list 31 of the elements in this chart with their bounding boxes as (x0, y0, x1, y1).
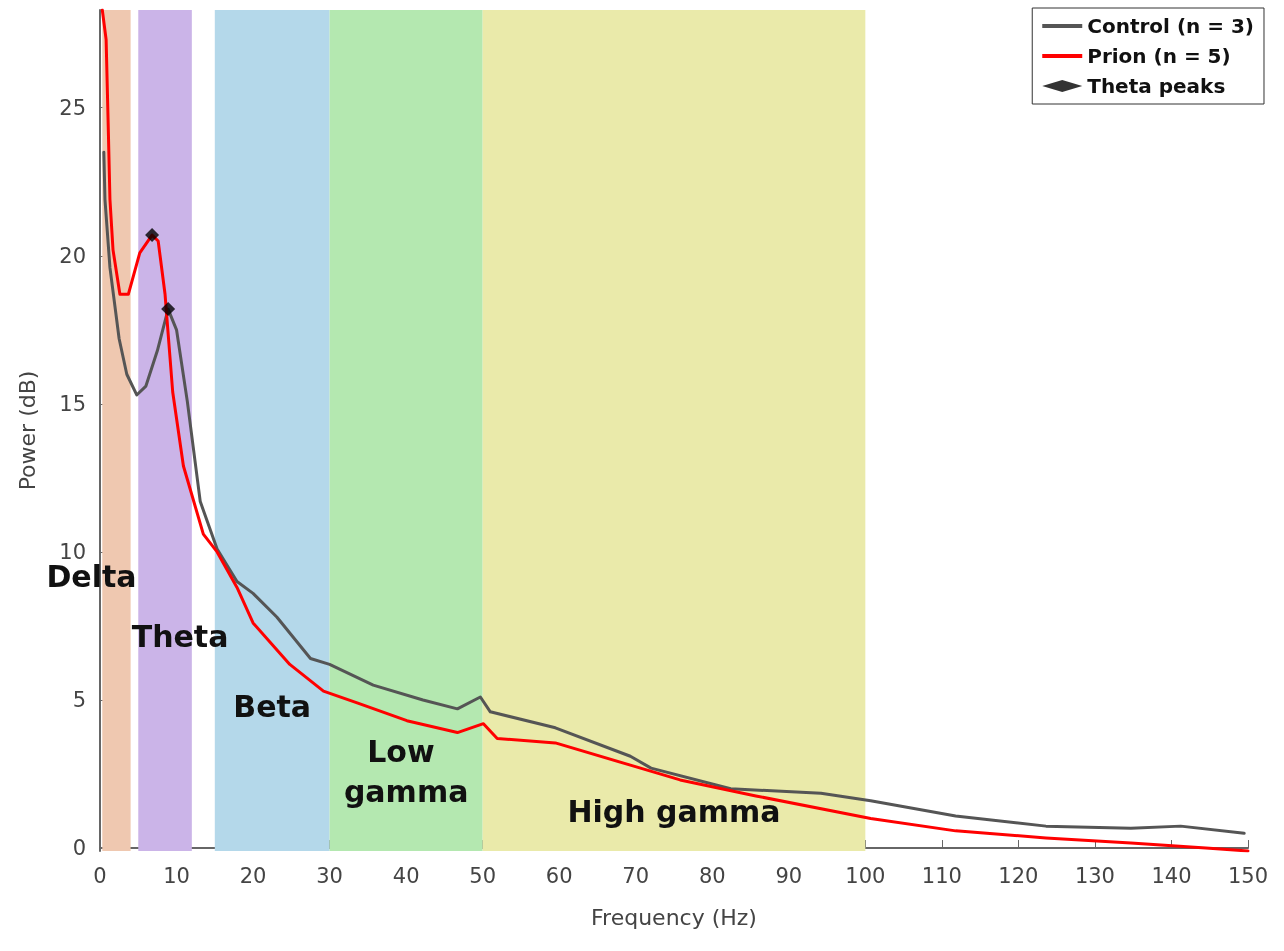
x-tick-label: 150 (1227, 863, 1269, 888)
y-tick-label: 20 (59, 243, 86, 268)
x-tick-label: 20 (239, 863, 267, 888)
legend-label: Theta peaks (1087, 74, 1226, 98)
y-axis-title: Power (dB) (14, 370, 40, 491)
y-tick-label: 5 (72, 687, 86, 712)
legend-label: Prion (n = 5) (1087, 44, 1231, 68)
x-tick-label: 0 (93, 863, 107, 888)
x-axis-title: Frequency (Hz) (591, 904, 757, 930)
x-tick-label: 40 (392, 863, 420, 888)
x-tick-label: 50 (469, 863, 497, 888)
band-label: High gamma (567, 793, 781, 829)
x-tick-label: 110 (921, 863, 962, 888)
y-tick-label: 10 (59, 539, 86, 564)
x-tick-label: 90 (775, 863, 803, 888)
x-tick-label: 140 (1151, 863, 1192, 888)
x-tick-label: 30 (316, 863, 343, 888)
y-tick-label: 0 (72, 836, 86, 861)
legend-label: Control (n = 3) (1087, 14, 1255, 38)
x-tick-label: 80 (698, 863, 726, 888)
x-tick-label: 10 (163, 863, 190, 888)
y-tick-label: 15 (59, 391, 86, 416)
x-tick-label: 60 (545, 863, 573, 888)
y-tick-label: 25 (59, 95, 86, 120)
band-label: Beta (233, 688, 312, 724)
band-label: Theta (131, 618, 229, 654)
band-label: Low gamma (343, 733, 469, 809)
x-tick-label: 70 (622, 863, 650, 888)
x-tick-label: 100 (845, 863, 886, 888)
x-tick-label: 120 (998, 863, 1039, 888)
x-tick-label: 130 (1074, 863, 1115, 888)
